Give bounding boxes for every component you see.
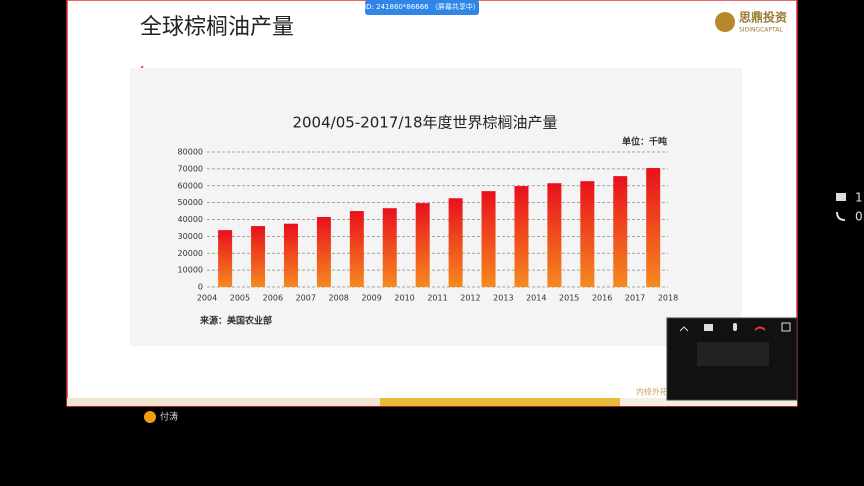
x-tick-label: 2007 — [296, 294, 316, 303]
y-tick-label: 30000 — [178, 232, 203, 241]
bar — [415, 203, 430, 287]
bar — [580, 181, 595, 287]
camera-icon — [836, 193, 846, 201]
side-count: 0 — [855, 210, 863, 224]
x-tick-label: 2018 — [658, 294, 678, 303]
bar — [547, 183, 562, 287]
bar — [646, 168, 661, 287]
slide-title: 全球棕榈油产量 — [140, 15, 294, 40]
slide-stripe — [67, 398, 380, 406]
y-tick-label: 0 — [198, 283, 203, 292]
y-tick-label: 10000 — [178, 266, 203, 275]
hangup-button[interactable] — [754, 326, 766, 331]
bar — [382, 208, 397, 287]
unit-label: 单位：千吨 — [622, 136, 667, 148]
side-count: 1 — [855, 191, 863, 205]
bar — [514, 186, 529, 287]
x-tick-label: 2009 — [361, 294, 381, 303]
x-tick-label: 2005 — [230, 294, 250, 303]
x-tick-label: 2017 — [625, 294, 645, 303]
y-tick-label: 40000 — [178, 215, 203, 224]
x-tick-label: 2014 — [526, 294, 546, 303]
presenter-name: 付涛 — [160, 411, 178, 423]
logo-name: 思鼎投资 — [739, 10, 787, 25]
phone-icon — [836, 211, 846, 221]
x-tick-label: 2010 — [394, 294, 414, 303]
chart-title: 2004/05-2017/18年度世界棕榈油产量 — [292, 114, 557, 132]
share-badge-text: ID: 241860*86666 （屏幕共享中） — [364, 2, 480, 11]
x-tick-label: 2004 — [197, 294, 217, 303]
slide-stripe — [380, 398, 620, 406]
y-tick-label: 80000 — [178, 148, 203, 157]
share-badge[interactable] — [365, 0, 479, 15]
x-tick-label: 2006 — [263, 294, 283, 303]
slide-stripe — [620, 398, 797, 406]
fullscreen-button[interactable] — [781, 322, 791, 332]
presenter-avatar — [144, 411, 156, 423]
footer-text: 内修外拓 — [636, 387, 668, 397]
collapse-button[interactable] — [679, 326, 689, 332]
x-tick-label: 2012 — [460, 294, 480, 303]
plot: 0 10000 20000 30000 40000 50000 60000 70000 8000… — [178, 148, 679, 303]
bar — [316, 216, 331, 287]
y-tick-label: 60000 — [178, 181, 203, 190]
x-tick-label: 2013 — [493, 294, 513, 303]
y-tick-label: 50000 — [178, 198, 203, 207]
bar — [448, 198, 463, 287]
video-preview — [697, 342, 769, 366]
bar — [481, 191, 496, 287]
x-tick-label: 2008 — [329, 294, 349, 303]
logo-sub: SIDINGCAPTAL — [739, 27, 783, 34]
bar — [613, 176, 628, 287]
bar — [218, 230, 233, 287]
mic-button[interactable] — [733, 323, 737, 331]
camera-button[interactable] — [704, 324, 713, 331]
x-tick-label: 2015 — [559, 294, 579, 303]
logo-icon — [715, 12, 735, 32]
y-tick-label: 20000 — [178, 249, 203, 258]
x-tick-label: 2011 — [427, 294, 447, 303]
chart-panel — [130, 68, 742, 346]
source: 来源：美国农业部 — [199, 315, 272, 327]
bar — [349, 211, 364, 287]
bar — [283, 223, 298, 287]
bar — [251, 226, 266, 287]
y-tick-label: 70000 — [178, 164, 203, 173]
x-tick-label: 2016 — [592, 294, 612, 303]
